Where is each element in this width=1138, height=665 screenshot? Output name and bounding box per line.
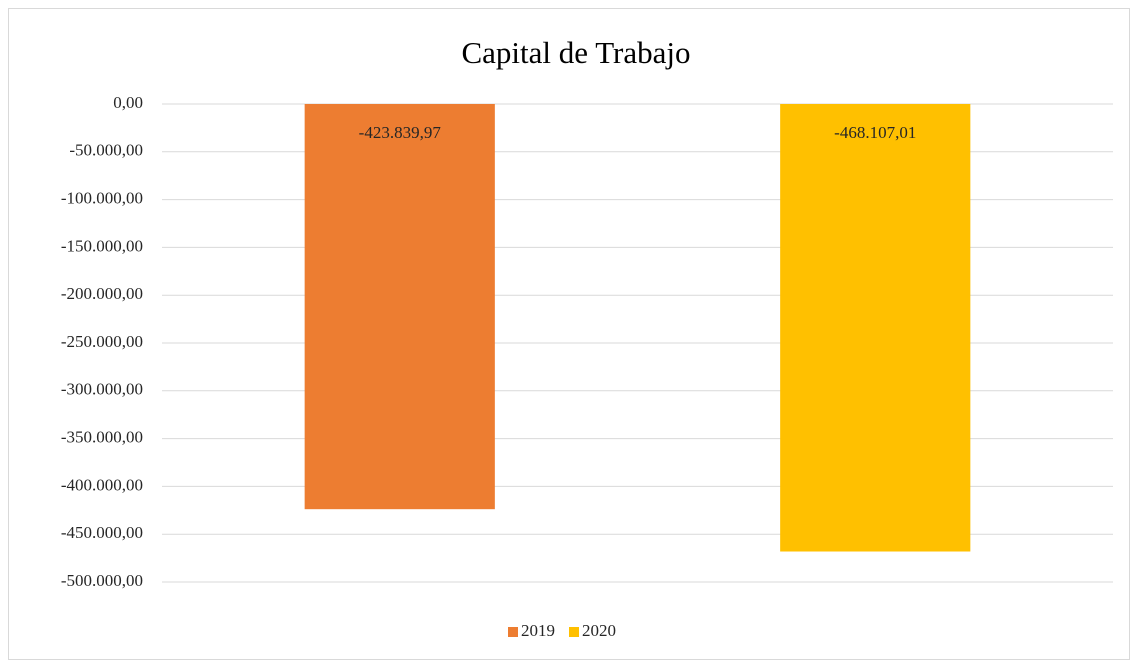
legend-swatch xyxy=(569,627,579,637)
y-tick-label: -300.000,00 xyxy=(61,380,143,399)
bar xyxy=(780,104,971,552)
y-tick-label: -400.000,00 xyxy=(61,475,143,494)
y-tick-label: -150.000,00 xyxy=(61,236,143,255)
y-tick-label: -450.000,00 xyxy=(61,523,143,542)
chart-title: Capital de Trabajo xyxy=(461,35,690,70)
y-tick-label: -250.000,00 xyxy=(61,332,143,351)
legend-label: 2020 xyxy=(582,621,616,640)
y-tick-label: -500.000,00 xyxy=(61,571,143,590)
y-tick-label: 0,00 xyxy=(113,93,143,112)
y-tick-label: -50.000,00 xyxy=(69,141,143,160)
bar xyxy=(304,104,495,510)
legend-label: 2019 xyxy=(521,621,555,640)
y-tick-label: -100.000,00 xyxy=(61,189,143,208)
legend-swatch xyxy=(508,627,518,637)
data-label: -423.839,97 xyxy=(359,123,442,142)
y-tick-label: -200.000,00 xyxy=(61,284,143,303)
data-label: -468.107,01 xyxy=(834,123,916,142)
y-tick-label: -350.000,00 xyxy=(61,428,143,447)
